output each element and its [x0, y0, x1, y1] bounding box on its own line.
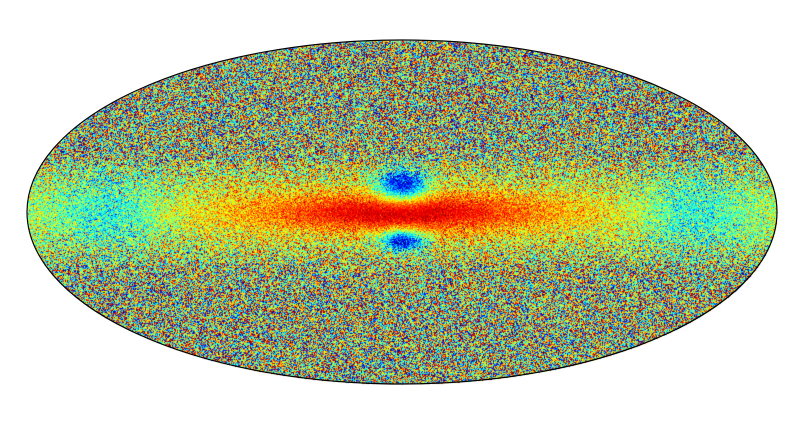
ellipse-boundary: [26, 39, 778, 385]
